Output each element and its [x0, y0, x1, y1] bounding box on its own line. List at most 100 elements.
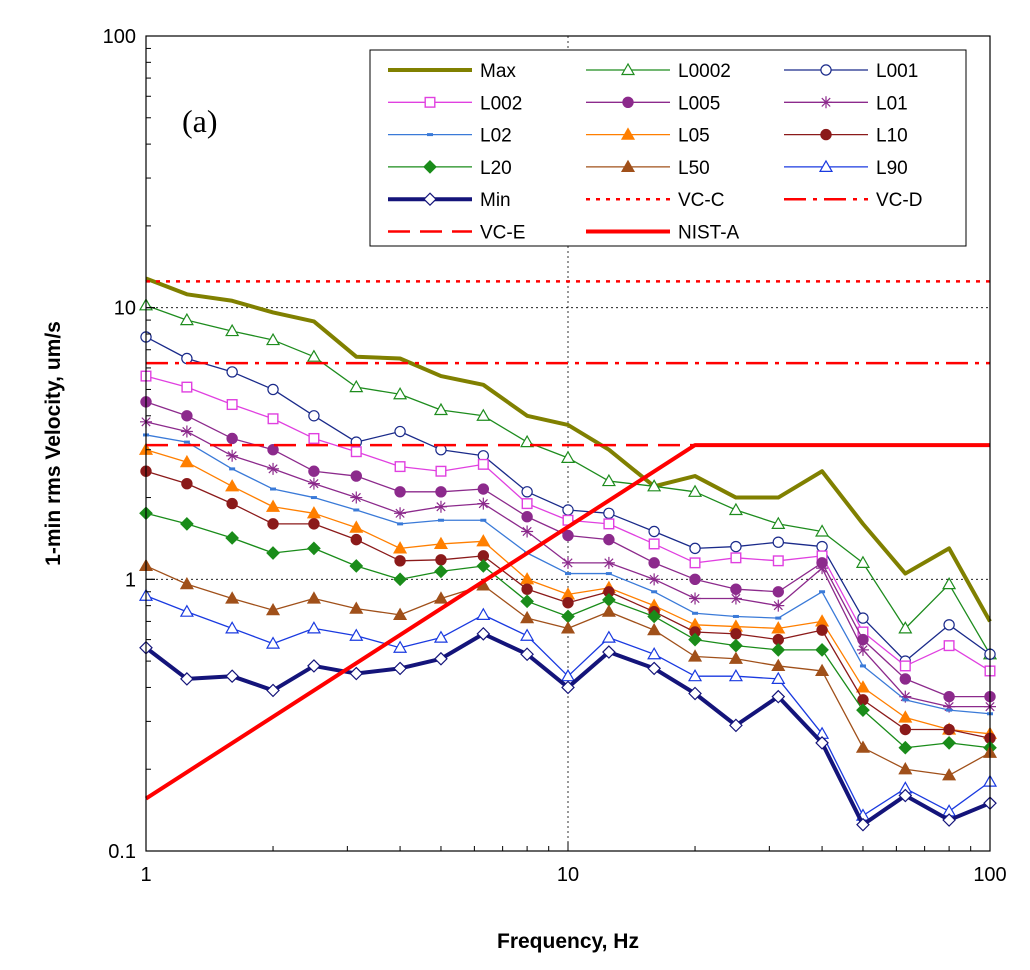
data-point	[180, 672, 194, 686]
data-point	[266, 499, 281, 512]
data-point	[942, 736, 956, 750]
data-point	[308, 410, 320, 422]
data-point	[857, 612, 869, 624]
data-point	[601, 604, 616, 617]
data-point	[181, 410, 193, 422]
panel-label: (a)	[182, 103, 218, 139]
data-point	[266, 602, 281, 616]
data-point	[815, 643, 829, 657]
data-point	[771, 689, 786, 704]
data-point	[648, 538, 660, 550]
data-point	[435, 486, 447, 498]
data-point	[350, 533, 362, 546]
data-point	[226, 399, 238, 411]
data-point	[816, 540, 828, 553]
data-point	[729, 592, 742, 605]
data-point	[266, 683, 280, 698]
data-point	[179, 576, 194, 590]
legend-label: L50	[678, 158, 710, 179]
legend-item: L01	[784, 93, 908, 114]
data-point	[225, 621, 240, 634]
legend-marker	[620, 127, 636, 140]
data-point	[307, 477, 320, 490]
data-point	[179, 604, 194, 617]
data-point	[267, 413, 279, 425]
legend-item: L02	[388, 126, 512, 147]
legend-item: L005	[586, 93, 720, 114]
data-point	[434, 651, 448, 666]
data-point	[603, 533, 615, 546]
data-point	[181, 381, 193, 393]
data-point	[394, 555, 406, 567]
series-l90	[138, 588, 998, 821]
y-tick-label: 10	[114, 298, 136, 320]
data-point	[647, 479, 662, 492]
data-point	[350, 491, 363, 504]
legend-item: VC-E	[388, 223, 525, 244]
data-point	[521, 486, 533, 498]
data-point	[772, 555, 784, 567]
data-point	[689, 557, 701, 569]
data-point	[560, 450, 576, 463]
data-point	[815, 736, 829, 750]
legend-marker	[818, 159, 834, 172]
data-point	[226, 366, 238, 378]
legend-item: L90	[784, 158, 908, 179]
legend-marker	[820, 128, 832, 141]
data-point	[520, 647, 534, 662]
data-point	[393, 387, 408, 400]
data-point	[772, 586, 784, 598]
data-point	[521, 511, 533, 523]
data-point	[603, 507, 615, 520]
data-point	[772, 599, 785, 612]
data-point	[349, 520, 364, 533]
legend-label: Max	[480, 61, 516, 82]
data-point	[349, 601, 364, 614]
data-point	[225, 531, 239, 545]
data-point	[730, 628, 742, 640]
data-point	[179, 454, 194, 468]
data-point	[225, 669, 239, 684]
data-point	[647, 609, 661, 624]
data-point	[393, 640, 408, 653]
data-point	[393, 661, 407, 676]
x-tick-label: 100	[973, 864, 1006, 886]
data-point	[306, 349, 321, 362]
data-point	[179, 312, 194, 326]
legend-marker	[423, 192, 437, 207]
data-point	[434, 564, 448, 579]
data-point	[943, 690, 955, 703]
data-point	[562, 504, 574, 516]
data-point	[771, 671, 786, 685]
legend-label: VC-E	[480, 223, 525, 244]
data-point	[266, 332, 281, 346]
legend-label: L002	[480, 93, 522, 114]
series-l05	[138, 442, 998, 739]
series-max	[145, 276, 992, 623]
data-point	[899, 673, 912, 685]
data-point	[562, 597, 574, 609]
data-point	[729, 638, 743, 653]
data-point	[306, 506, 321, 519]
data-point	[771, 643, 786, 657]
legend-marker	[820, 96, 832, 109]
data-point	[521, 498, 533, 510]
data-point	[942, 813, 956, 827]
data-point	[648, 557, 660, 569]
data-point	[394, 507, 407, 520]
data-point	[306, 591, 321, 604]
data-point	[226, 449, 239, 462]
data-point	[688, 686, 702, 701]
legend-item: VC-C	[586, 190, 724, 211]
series-l02	[143, 433, 993, 716]
legend-label: L90	[876, 158, 908, 179]
data-point	[689, 592, 702, 605]
data-point	[647, 622, 662, 636]
legend-marker	[620, 62, 636, 76]
data-point	[728, 651, 743, 664]
data-point	[688, 484, 703, 497]
series-nist-a	[144, 443, 990, 801]
series-l002	[140, 370, 996, 677]
data-point	[433, 591, 448, 604]
data-point	[855, 740, 870, 753]
